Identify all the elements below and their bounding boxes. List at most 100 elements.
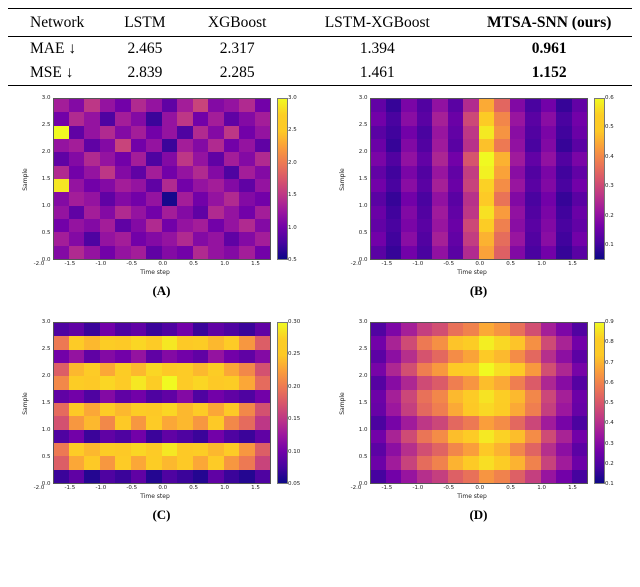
heatmap-cell bbox=[239, 165, 255, 179]
heatmap-cell bbox=[556, 205, 572, 219]
heatmap-cell bbox=[447, 429, 464, 443]
heatmap-cell bbox=[239, 376, 255, 390]
heatmap-cell bbox=[509, 389, 526, 403]
heatmap-cell bbox=[130, 323, 147, 337]
heatmap-cell bbox=[494, 389, 510, 403]
heatmap-cell bbox=[177, 125, 193, 139]
heatmap-cell bbox=[115, 442, 131, 457]
heatmap-cell bbox=[146, 138, 162, 153]
heatmap-cell bbox=[401, 456, 417, 470]
heatmap-cell bbox=[177, 389, 193, 403]
heatmap-cell bbox=[208, 429, 224, 443]
heatmap-cell bbox=[192, 469, 209, 483]
header-mtsa-snn: MTSA-SNN (ours) bbox=[466, 8, 632, 37]
heatmap-cell bbox=[571, 152, 587, 166]
heatmap-cell bbox=[115, 178, 131, 193]
heatmap-cell bbox=[53, 323, 69, 337]
heatmap-cell bbox=[254, 349, 270, 363]
heatmap-cell bbox=[53, 389, 69, 403]
x-axis-ticks: -2.0 -1.5 -1.0 -0.5 0.0 0.5 1.0 1.5 bbox=[351, 485, 588, 493]
heatmap-cell bbox=[416, 402, 433, 417]
heatmap-cell bbox=[370, 125, 386, 139]
heatmap-cell bbox=[84, 402, 100, 417]
heatmap-cell bbox=[463, 152, 479, 166]
heatmap-cell bbox=[509, 456, 526, 470]
heatmap-cell bbox=[556, 152, 572, 166]
heatmap-cell bbox=[53, 362, 69, 377]
heatmap-cell bbox=[463, 138, 479, 153]
heatmap-cell bbox=[370, 138, 386, 153]
heatmap-cell bbox=[370, 389, 386, 403]
heatmap-cell bbox=[540, 192, 557, 206]
heatmap-cell bbox=[68, 416, 85, 430]
heatmap-cell bbox=[432, 402, 448, 417]
heatmap-cell bbox=[53, 349, 69, 363]
heatmap-cell bbox=[432, 245, 448, 259]
heatmap-cell bbox=[53, 152, 69, 166]
heatmap-cell bbox=[447, 178, 464, 193]
heatmap-cell bbox=[556, 469, 572, 483]
heatmap-cell bbox=[463, 165, 479, 179]
heatmap-cell bbox=[571, 112, 587, 126]
heatmap-cell bbox=[68, 192, 85, 206]
colorbar-tick-label: 0.5 bbox=[288, 257, 297, 263]
heatmap-cell bbox=[509, 218, 526, 233]
heatmap-cell bbox=[192, 456, 209, 470]
heatmap-cell bbox=[239, 362, 255, 377]
heatmap-cell bbox=[115, 245, 131, 259]
y-tick-label: 0.5 bbox=[358, 230, 368, 236]
heatmap-cell bbox=[509, 245, 526, 259]
heatmap-cell bbox=[84, 349, 100, 363]
heatmap-cell bbox=[161, 349, 178, 363]
heatmap-cell bbox=[192, 376, 209, 390]
heatmap-cell bbox=[525, 389, 541, 403]
heatmap-cell bbox=[556, 138, 572, 153]
heatmap-cell bbox=[432, 192, 448, 206]
colorbar-tick-label: 0.1 bbox=[605, 481, 614, 487]
row-label-mse: MSE ↓ bbox=[30, 64, 74, 81]
x-tick-label: -2.0 bbox=[33, 261, 45, 267]
heatmap-cell bbox=[223, 456, 240, 470]
heatmap-cell bbox=[84, 429, 100, 443]
heatmap-cell bbox=[223, 152, 240, 166]
y-tick-label: 0.0 bbox=[41, 481, 51, 487]
heatmap-cell bbox=[53, 192, 69, 206]
heatmap-cell bbox=[478, 389, 495, 403]
heatmap-cell bbox=[447, 402, 464, 417]
heatmap-cell bbox=[68, 469, 85, 483]
heatmap-cell bbox=[208, 362, 224, 377]
heatmap-cell bbox=[525, 152, 541, 166]
x-tick-label: 1.0 bbox=[537, 261, 546, 267]
heatmap-cell bbox=[370, 376, 386, 390]
y-tick-label: 1.0 bbox=[41, 427, 51, 433]
colorbar-tick-label: 0.7 bbox=[605, 359, 614, 366]
heatmap-cell bbox=[99, 245, 116, 259]
heatmap-cell bbox=[177, 218, 193, 233]
heatmap-cell bbox=[161, 138, 178, 153]
heatmap-cell bbox=[146, 232, 162, 246]
paper-figure-page: { "table": { "headers": ["Network", "LST… bbox=[0, 8, 640, 587]
heatmap-cell bbox=[84, 442, 100, 457]
heatmap-cell bbox=[68, 138, 85, 153]
colorbar-tick-label: 0.6 bbox=[605, 95, 614, 101]
heatmap-cell bbox=[223, 429, 240, 443]
heatmap-cell bbox=[146, 205, 162, 219]
heatmap-cell bbox=[416, 205, 433, 219]
heatmap-cell bbox=[192, 402, 209, 417]
y-tick-label: 1.0 bbox=[358, 427, 368, 433]
heatmap-cell bbox=[84, 165, 100, 179]
heatmap-cell bbox=[370, 192, 386, 206]
y-axis-ticks: 3.0 2.5 2.0 1.5 1.0 0.5 0.0 bbox=[354, 95, 370, 263]
heatmap-cell bbox=[223, 178, 240, 193]
heatmap-cell bbox=[130, 389, 147, 403]
heatmap-plot bbox=[52, 98, 271, 260]
heatmap-cell bbox=[509, 192, 526, 206]
heatmap-cell bbox=[432, 165, 448, 179]
heatmap-cell bbox=[385, 389, 402, 403]
x-tick-label: 0.0 bbox=[158, 485, 168, 491]
heatmap-cell bbox=[192, 218, 209, 233]
heatmap-cell bbox=[192, 389, 209, 403]
x-axis-ticks: -2.0 -1.5 -1.0 -0.5 0.0 0.5 1.0 1.5 bbox=[34, 261, 271, 269]
colorbar-tick-label: 0.10 bbox=[288, 448, 301, 455]
heatmap-cell bbox=[385, 362, 402, 377]
